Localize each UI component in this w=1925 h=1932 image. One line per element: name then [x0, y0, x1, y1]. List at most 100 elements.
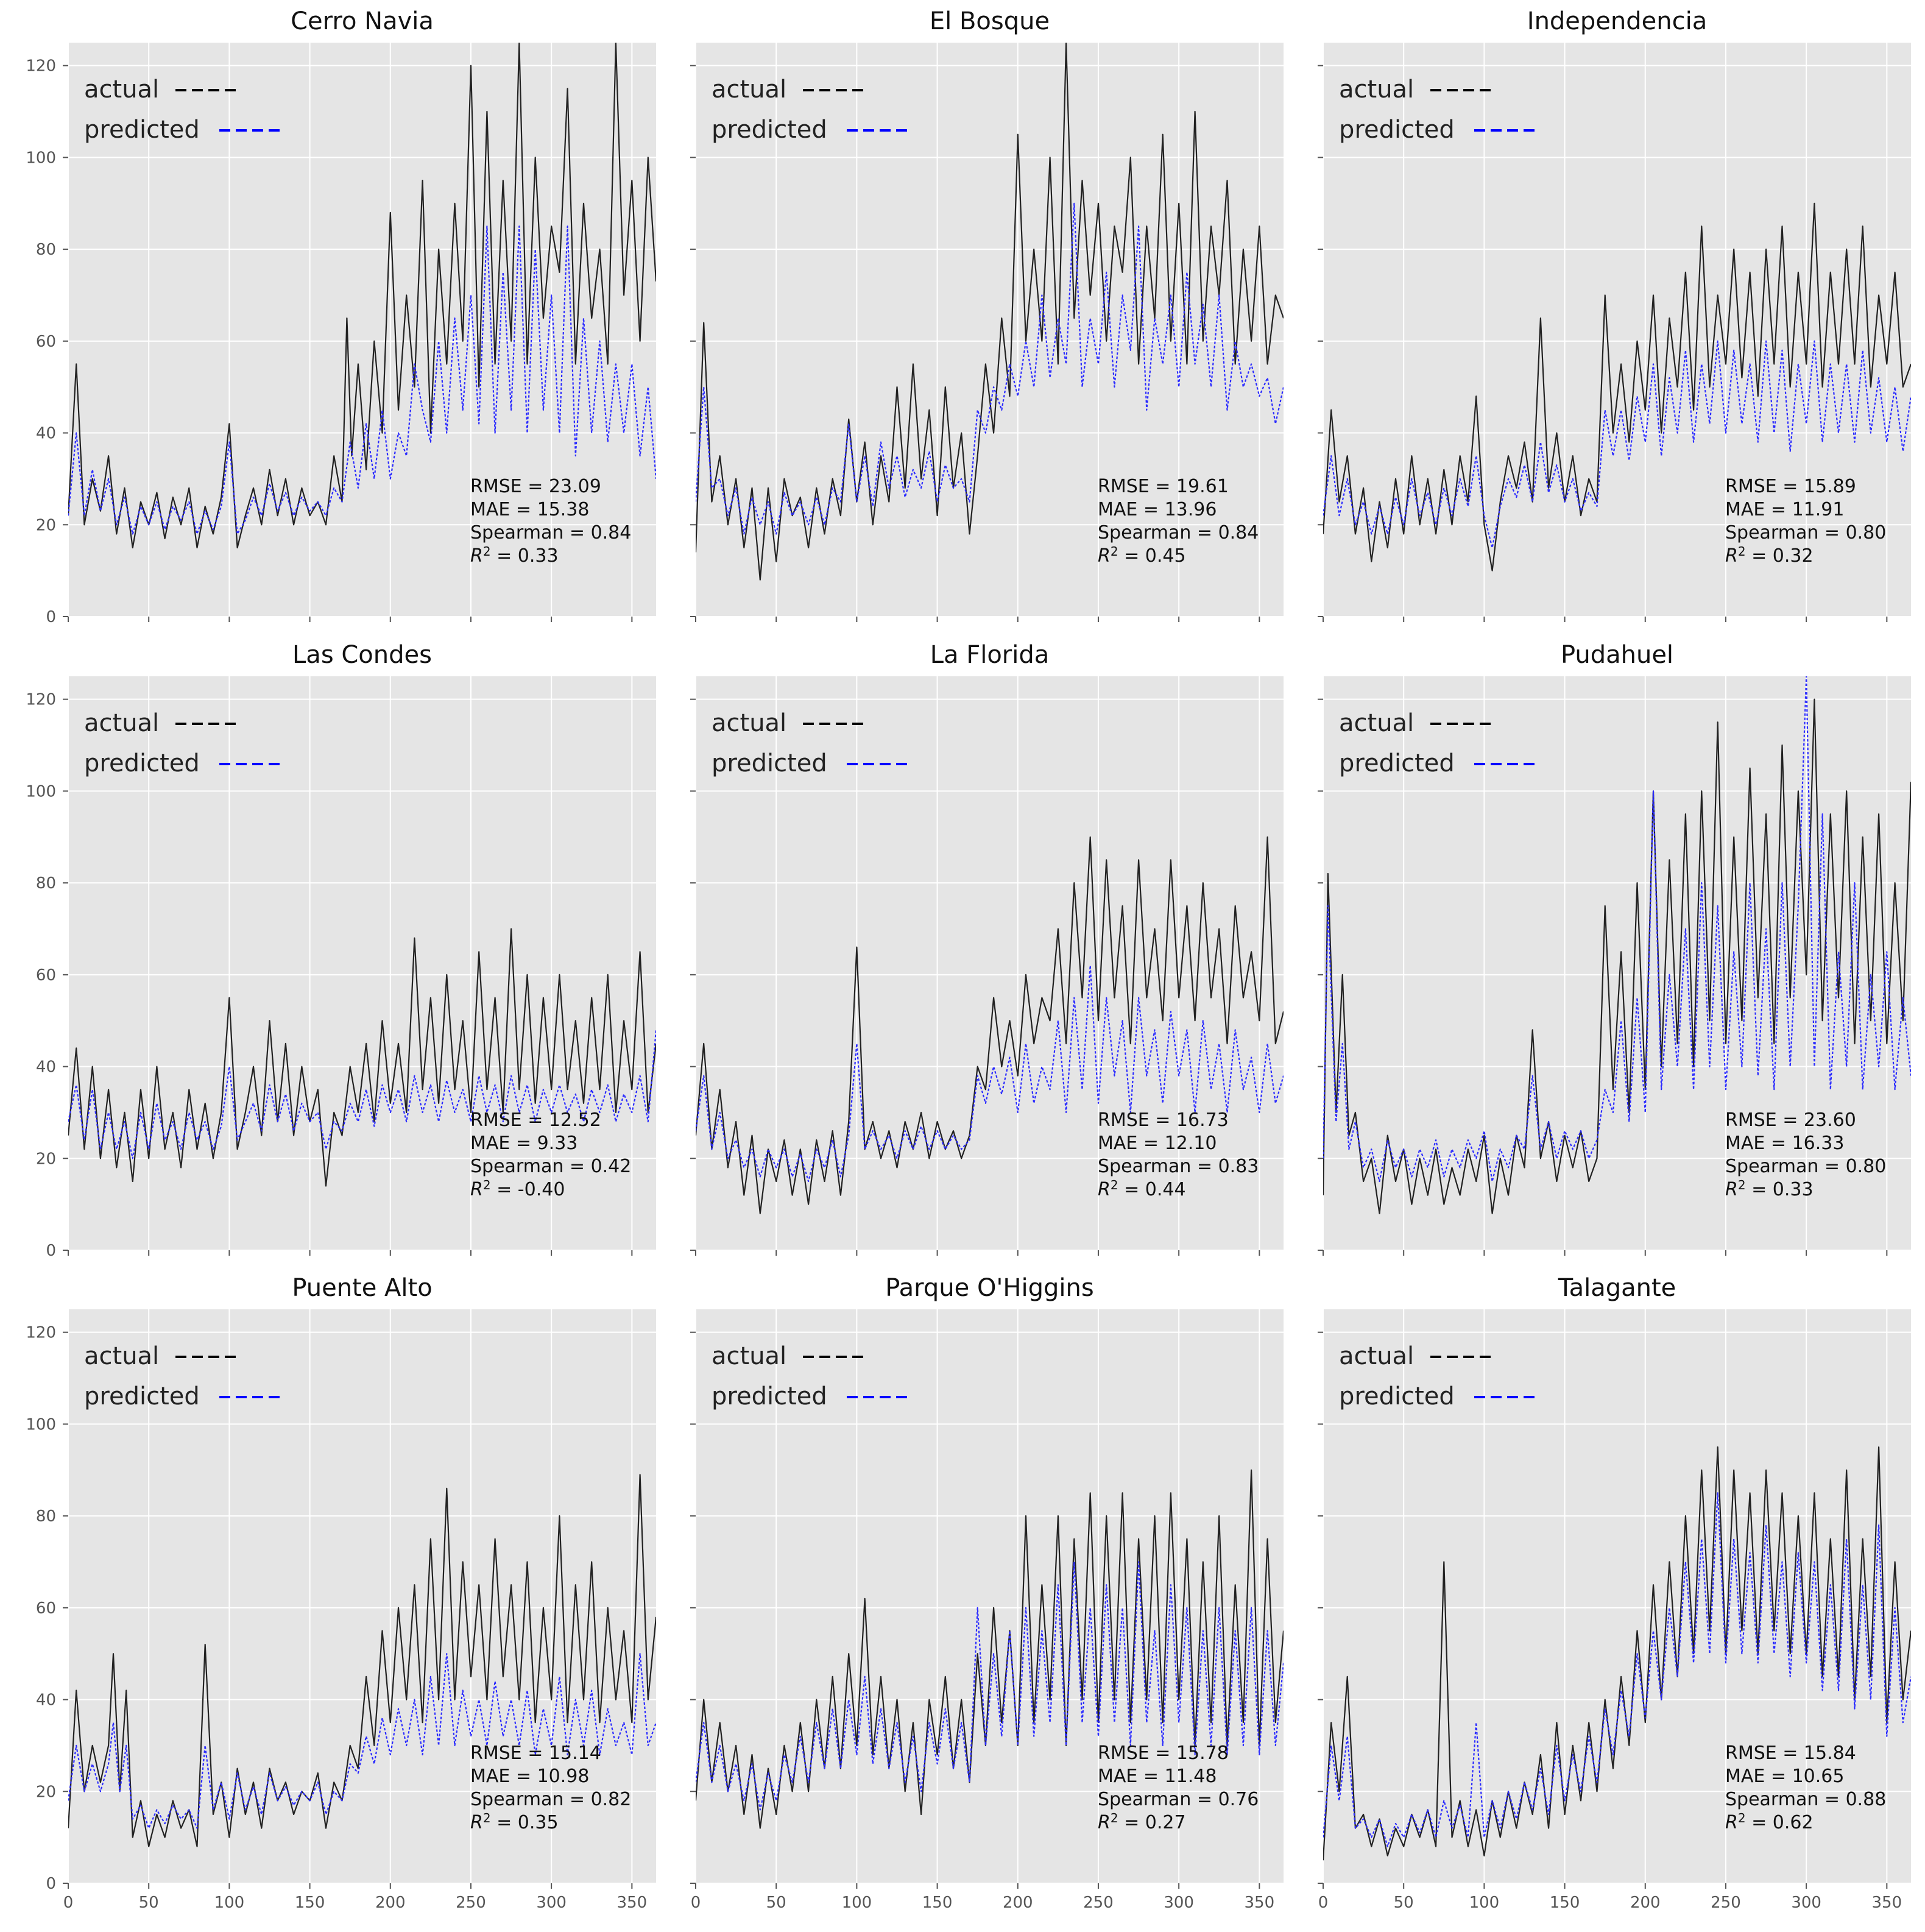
actual-series-line [1323, 698, 1911, 1214]
x-tick-label: 300 [536, 1894, 567, 1912]
x-tick-label: 50 [766, 1894, 786, 1912]
subplot-title: Talagante [1558, 1274, 1676, 1302]
x-tick-label: 250 [1083, 1894, 1114, 1912]
metric-r2: R2 = 0.27 [1098, 1811, 1186, 1833]
metric-rmse: RMSE = 23.09 [470, 476, 601, 497]
x-tick-label: 350 [1245, 1894, 1275, 1912]
x-tick-label: 300 [1164, 1894, 1194, 1912]
plot-background [1323, 676, 1911, 1250]
subplot-9: 0 50 100 150 200 250 300 350 Talagante actual pred… [1318, 1274, 1911, 1912]
metric-r2: R2 = 0.45 [1098, 544, 1186, 567]
y-tick-label: 0 [46, 1875, 56, 1893]
subplot-7: 0 50 100 150 200 250 300 350 0 20 40 60 80 100 120 Puen… [26, 1274, 656, 1912]
x-tick-label: 350 [617, 1894, 648, 1912]
series-area [68, 928, 656, 1187]
plot-background [68, 676, 656, 1250]
x-tick-label: 100 [1469, 1894, 1500, 1912]
series-area [68, 1474, 656, 1847]
actual-series-line [68, 1474, 656, 1847]
metric-spearman: Spearman = 0.80 [1725, 1156, 1886, 1177]
x-tick-label: 100 [214, 1894, 245, 1912]
y-tick-label: 100 [26, 782, 56, 801]
y-tick-label: 40 [36, 1691, 56, 1710]
metric-rmse: RMSE = 15.89 [1725, 476, 1856, 497]
legend-label-actual: actual [1339, 76, 1414, 104]
y-tick-label: 60 [36, 966, 56, 985]
legend-label-actual: actual [84, 1342, 159, 1370]
x-tick-label: 0 [691, 1894, 701, 1912]
predicted-series-line [696, 202, 1284, 535]
subplot-title: Independencia [1527, 7, 1707, 35]
actual-series-line [68, 43, 656, 549]
y-tick-label: 80 [36, 874, 56, 893]
predicted-series-line [1323, 676, 1911, 1183]
y-tick-label: 60 [36, 333, 56, 351]
x-tick-label: 150 [295, 1894, 325, 1912]
series-area [696, 1469, 1284, 1829]
actual-series-line [696, 1469, 1284, 1829]
metric-spearman: Spearman = 0.76 [1098, 1789, 1259, 1810]
legend-label-actual: actual [1339, 709, 1414, 737]
metric-mae: MAE = 12.10 [1098, 1133, 1217, 1154]
subplot-2: El Bosque actual predicted RMSE = 19.61MAE … [690, 7, 1284, 622]
subplot-5: La Florida actual predicted RMSE = 16.73MAE… [690, 641, 1284, 1256]
subplot-title: Pudahuel [1561, 641, 1673, 669]
series-area [696, 43, 1284, 581]
metric-mae: MAE = 10.65 [1725, 1766, 1844, 1787]
predicted-series-line [1323, 1492, 1911, 1847]
metric-rmse: RMSE = 16.73 [1098, 1109, 1229, 1131]
actual-series-line [1323, 202, 1911, 571]
legend-label-predicted: predicted [84, 749, 200, 777]
metric-spearman: Spearman = 0.84 [1098, 522, 1259, 543]
metric-rmse: RMSE = 19.61 [1098, 476, 1229, 497]
legend-label-predicted: predicted [84, 116, 200, 144]
y-tick-label: 80 [36, 1507, 56, 1526]
metric-r2: R2 = 0.35 [470, 1811, 559, 1833]
metric-r2: R2 = 0.62 [1725, 1811, 1814, 1833]
metric-rmse: RMSE = 15.14 [470, 1743, 601, 1764]
predicted-series-line [68, 1653, 656, 1829]
metric-rmse: RMSE = 12.52 [470, 1109, 601, 1131]
subplot-8: 0 50 100 150 200 250 300 350 Parque O'Higgins act… [690, 1274, 1284, 1912]
metric-rmse: RMSE = 23.60 [1725, 1109, 1856, 1131]
plot-background [696, 1309, 1284, 1883]
predicted-series-line [68, 225, 656, 535]
y-tick-label: 20 [36, 516, 56, 534]
legend-label-predicted: predicted [712, 749, 827, 777]
y-tick-label: 0 [46, 608, 56, 626]
metric-mae: MAE = 11.91 [1725, 499, 1844, 520]
plot-background [1323, 43, 1911, 617]
legend-label-predicted: predicted [712, 1382, 827, 1410]
metric-mae: MAE = 15.38 [470, 499, 589, 520]
legend-label-predicted: predicted [84, 1382, 200, 1410]
metric-spearman: Spearman = 0.80 [1725, 522, 1886, 543]
actual-series-line [68, 928, 656, 1187]
x-tick-label: 100 [842, 1894, 872, 1912]
metric-spearman: Spearman = 0.88 [1725, 1789, 1886, 1810]
x-tick-label: 250 [456, 1894, 486, 1912]
legend-label-predicted: predicted [1339, 1382, 1455, 1410]
predicted-series-line [696, 964, 1284, 1183]
x-tick-label: 150 [1550, 1894, 1580, 1912]
plot-background [68, 43, 656, 617]
subplot-title: La Florida [930, 641, 1050, 669]
subplot-title: Puente Alto [292, 1274, 432, 1302]
metric-mae: MAE = 9.33 [470, 1133, 578, 1154]
plot-background [696, 676, 1284, 1250]
x-tick-label: 200 [1630, 1894, 1661, 1912]
x-tick-label: 350 [1872, 1894, 1902, 1912]
x-tick-label: 0 [1318, 1894, 1329, 1912]
x-tick-label: 200 [1003, 1894, 1033, 1912]
metric-mae: MAE = 11.48 [1098, 1766, 1217, 1787]
x-tick-label: 50 [139, 1894, 159, 1912]
metric-spearman: Spearman = 0.84 [470, 522, 631, 543]
legend-label-actual: actual [712, 76, 786, 104]
y-tick-label: 100 [26, 149, 56, 167]
metric-rmse: RMSE = 15.84 [1725, 1743, 1856, 1764]
metric-spearman: Spearman = 0.82 [470, 1789, 631, 1810]
metric-rmse: RMSE = 15.78 [1098, 1743, 1229, 1764]
metric-spearman: Spearman = 0.83 [1098, 1156, 1259, 1177]
subplot-title: Las Condes [292, 641, 432, 669]
metric-r2: R2 = -0.40 [470, 1178, 565, 1200]
